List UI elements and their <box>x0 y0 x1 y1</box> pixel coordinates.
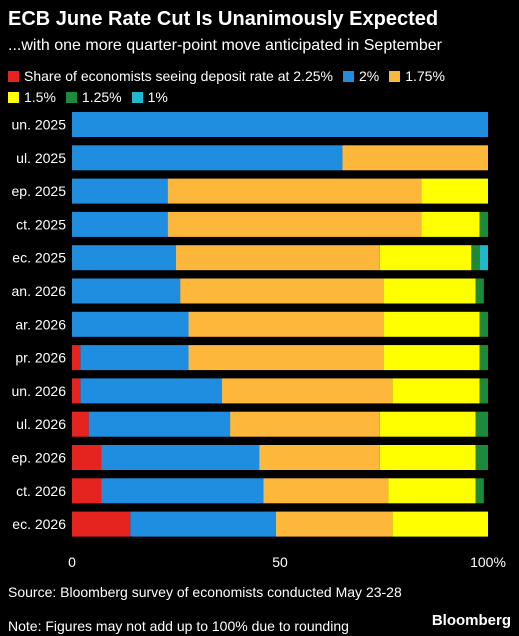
bloomberg-logo: Bloomberg <box>431 612 511 629</box>
category-label: ct. 2026 <box>16 483 66 499</box>
bar-segment <box>72 478 102 504</box>
bar-segment <box>72 345 81 371</box>
bar-segment <box>342 145 488 171</box>
legend-item-1-5: 1.5% <box>8 87 56 108</box>
category-label: an. 2026 <box>12 283 67 299</box>
legend-label-1-25: 1.25% <box>81 89 122 105</box>
bar-segment <box>72 145 343 171</box>
bar-segment <box>421 211 480 237</box>
legend-label-1-75: 1.75% <box>405 68 445 84</box>
bar-segment <box>384 345 480 371</box>
bar-segment <box>72 211 168 237</box>
bar-segment <box>167 211 422 237</box>
x-tick-label: 50 <box>272 554 288 570</box>
category-label: ec. 2025 <box>12 250 66 266</box>
bar-segment <box>88 411 231 437</box>
bar-segment <box>475 411 488 437</box>
bar-segment <box>263 478 389 504</box>
bar-segment <box>167 178 422 204</box>
bar-segment <box>72 511 131 537</box>
bar-segment <box>176 245 380 271</box>
category-label: pr. 2026 <box>15 350 66 366</box>
category-label: un. 2026 <box>12 383 67 399</box>
bar-segment <box>188 311 384 337</box>
bar-segment <box>221 378 393 404</box>
bar-segment <box>72 178 168 204</box>
legend-row-1: Share of economists seeing deposit rate … <box>8 66 513 87</box>
bar-segment <box>230 411 380 437</box>
bar-segment <box>72 378 81 404</box>
bar-segment <box>180 278 384 304</box>
legend-item-1: 1% <box>131 87 168 108</box>
source-note: Source: Bloomberg survey of economists c… <box>8 584 402 600</box>
bar-segment <box>379 411 476 437</box>
legend-swatch-2-25 <box>8 71 19 82</box>
bar-segment <box>101 445 260 470</box>
bar-segment <box>479 311 488 337</box>
category-label: un. 2025 <box>12 117 67 133</box>
bar-segment <box>275 511 393 537</box>
bar-segment <box>392 511 488 537</box>
bar-segment <box>475 445 488 470</box>
legend-label-2-25: Share of economists seeing deposit rate … <box>24 68 333 84</box>
x-tick-label: 0 <box>68 554 76 570</box>
bar-segment <box>72 278 181 304</box>
legend-swatch-1-5 <box>8 92 19 103</box>
bar-segment <box>72 311 189 337</box>
bar-segment <box>388 478 476 504</box>
bar-segment <box>80 345 189 371</box>
category-label: ep. 2025 <box>12 183 67 199</box>
stacked-bar-chart: un. 2025 ul. 2025 ep. 2025 ct. 2025 ec. 2025… <box>12 112 506 570</box>
bar-segment <box>72 411 89 437</box>
legend-item-2: 2% <box>342 66 380 87</box>
bar-segment <box>384 278 476 304</box>
bar-segment <box>72 245 176 271</box>
bar-segment <box>421 178 488 204</box>
category-label: ul. 2025 <box>16 150 66 166</box>
bar-segment <box>259 445 380 470</box>
legend-swatch-1-25 <box>65 92 77 103</box>
bar-segment <box>379 245 472 271</box>
bar-segment <box>130 511 276 537</box>
rounding-note: Note: Figures may not add up to 100% due… <box>8 618 349 634</box>
chart-subtitle: ...with one more quarter-point move anti… <box>8 37 443 54</box>
bar-segment <box>479 378 488 404</box>
bar-segment <box>80 378 222 404</box>
legend-item-1-75: 1.75% <box>389 66 445 87</box>
bar-segment <box>471 245 480 271</box>
bar-segment <box>72 112 488 137</box>
category-label: ct. 2025 <box>16 216 66 232</box>
legend-item-1-25: 1.25% <box>65 87 122 108</box>
bar-segment <box>479 211 488 237</box>
bar-segment <box>475 278 484 304</box>
legend: Share of economists seeing deposit rate … <box>8 66 513 108</box>
category-label: ul. 2026 <box>16 416 66 432</box>
x-tick-label: 100% <box>470 554 506 570</box>
category-label: ar. 2026 <box>15 316 66 332</box>
bar-segment <box>479 245 488 271</box>
chart-title: ECB June Rate Cut Is Unanimously Expecte… <box>8 8 439 30</box>
bar-segment <box>392 378 480 404</box>
bar-segment <box>72 445 102 470</box>
bar-segment <box>188 345 384 371</box>
legend-label-1: 1% <box>147 89 168 105</box>
category-label: ec. 2026 <box>12 516 66 532</box>
legend-label-2: 2% <box>358 68 380 84</box>
bar-segment <box>101 478 264 504</box>
bar-segment <box>384 311 480 337</box>
bar-segment <box>479 345 488 371</box>
legend-label-1-5: 1.5% <box>24 89 56 105</box>
legend-swatch-2 <box>342 71 354 82</box>
bar-segment <box>379 445 476 470</box>
legend-item-2-25: Share of economists seeing deposit rate … <box>8 66 333 87</box>
legend-swatch-1 <box>131 92 143 103</box>
legend-row-2: 1.5% 1.25% 1% <box>8 87 513 108</box>
category-label: ep. 2026 <box>12 450 67 466</box>
legend-swatch-1-75 <box>389 71 401 82</box>
bar-segment <box>475 478 484 504</box>
